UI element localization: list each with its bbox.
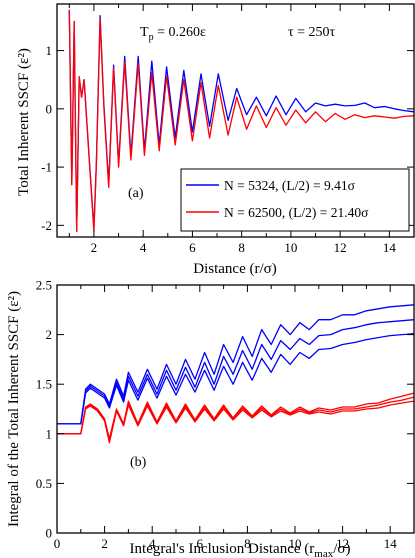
- panel-b-ytick-label: 2.5: [36, 278, 52, 293]
- panel-b: 0 2 4 6 8 10 12 14 0 0.5 1 1.5 2 2.5 (b) Integral's I…: [6, 278, 415, 558]
- panel-a-xtick-label: 14: [383, 240, 397, 255]
- panel-b-series: [57, 304, 414, 444]
- panel-a: 2 4 6 8 10 12 14 -2 -1 0 1 Tp = 0.260ε τ = 250τ (a…: [16, 3, 415, 277]
- panel-a-frame: [56, 3, 415, 238]
- panel-b-xtick-label: 8: [244, 536, 251, 551]
- panel-b-xtick-label: 4: [149, 536, 156, 551]
- panel-b-frame: [56, 284, 415, 534]
- panel-b-xtick-label: 10: [289, 536, 302, 551]
- panel-a-series-line-1: [68, 9, 414, 232]
- panel-b-xtick-label: 12: [336, 536, 349, 551]
- panel-b-ytick-label: 1.5: [36, 377, 52, 392]
- panel-b-ylabel: Integral of the Total Inherent SSCF (ε²): [6, 291, 22, 527]
- panel-b-xtick-label: 6: [197, 536, 204, 551]
- panel-a-label: (a): [128, 186, 144, 201]
- panel-b-ticks: 0 2 4 6 8 10 12 14 0 0.5 1 1.5 2 2.5: [36, 278, 415, 551]
- panel-b-ytick-label: 2: [46, 327, 53, 342]
- panel-a-xtick-label: 10: [284, 240, 297, 255]
- panel-a-ylabel: Total Inherent SSCF (ε²): [16, 48, 32, 196]
- panel-b-ytick-label: 0: [46, 526, 53, 541]
- panel-b-series-line-5: [57, 400, 414, 444]
- panel-b-label: (b): [130, 455, 147, 470]
- panel-b-ytick-label: 1: [46, 426, 53, 441]
- panel-a-series: [68, 9, 414, 232]
- panel-b-series-line-2: [57, 332, 414, 425]
- legend-entry-red: N = 62500, (L/2) = 21.40σ: [224, 205, 369, 220]
- panel-a-ytick-label: -2: [41, 218, 52, 233]
- panel-b-xtick-label: 14: [384, 536, 398, 551]
- tp-annotation: Tp = 0.260ε: [140, 25, 206, 43]
- panel-a-xlabel: Distance (r/σ): [193, 261, 276, 277]
- panel-a-xtick-label: 6: [189, 240, 196, 255]
- legend-entry-blue: N = 5324, (L/2) = 9.41σ: [224, 178, 356, 193]
- panel-b-ytick-label: 0.5: [36, 476, 52, 491]
- tau-annotation: τ = 250τ: [288, 25, 336, 40]
- panel-b-xtick-label: 0: [54, 536, 61, 551]
- legend-box: [180, 168, 410, 232]
- legend: N = 5324, (L/2) = 9.41σ N = 62500, (L/2)…: [180, 168, 410, 232]
- panel-a-ytick-label: 0: [46, 101, 53, 116]
- panel-a-xtick-label: 8: [238, 240, 245, 255]
- panel-b-xlabel: Integral's Inclusion Distance (rmax/σ): [130, 541, 351, 558]
- panel-a-xtick-label: 4: [140, 240, 147, 255]
- panel-a-ytick-label: 1: [46, 43, 53, 58]
- panel-a-xtick-label: 12: [334, 240, 347, 255]
- panel-a-xtick-label: 2: [91, 240, 98, 255]
- panel-b-xtick-label: 2: [101, 536, 108, 551]
- panel-a-ytick-label: -1: [41, 160, 52, 175]
